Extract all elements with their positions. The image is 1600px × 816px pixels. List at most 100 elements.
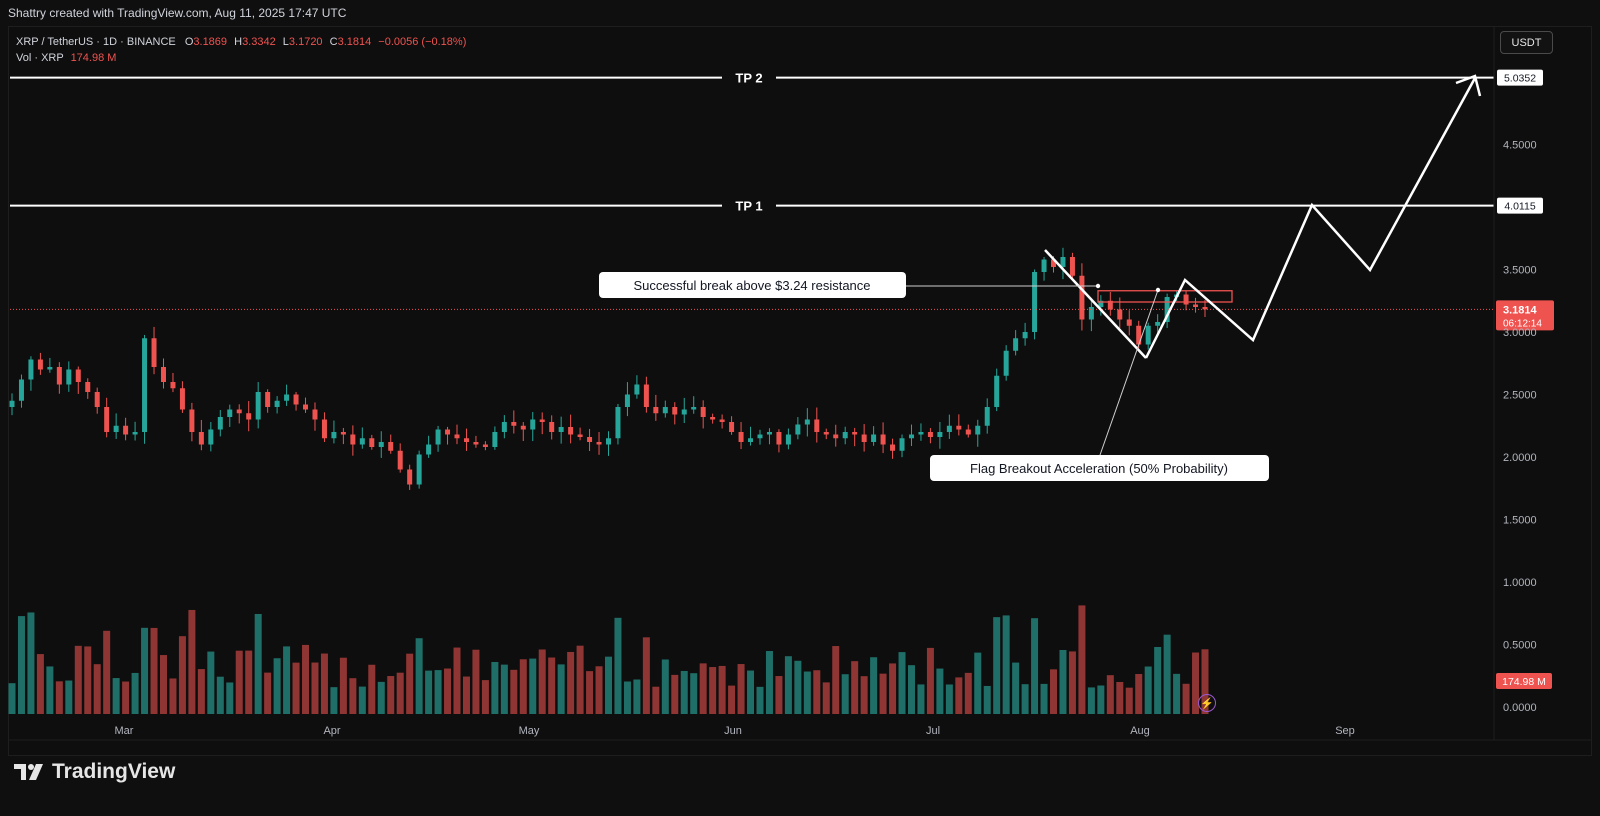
candle-body[interactable] [757, 434, 763, 439]
candle-body[interactable] [871, 434, 877, 443]
candle-body[interactable] [1032, 272, 1038, 332]
candle-body[interactable] [94, 392, 100, 407]
candle-body[interactable] [766, 432, 772, 435]
candle-body[interactable] [1088, 307, 1094, 320]
candle-body[interactable] [492, 432, 498, 447]
candle-body[interactable] [1060, 257, 1066, 267]
candle-body[interactable] [303, 404, 309, 410]
candle-body[interactable] [56, 367, 62, 385]
candle-body[interactable] [965, 429, 971, 435]
candle-body[interactable] [530, 419, 536, 430]
candle-body[interactable] [984, 407, 990, 426]
candle-body[interactable] [18, 379, 24, 401]
candle-body[interactable] [719, 419, 725, 423]
candle-body[interactable] [9, 400, 15, 407]
candle-body[interactable] [217, 417, 223, 430]
candle-body[interactable] [511, 422, 517, 426]
candle-body[interactable] [624, 394, 630, 408]
candle-body[interactable] [426, 444, 432, 455]
candle-body[interactable] [956, 425, 962, 430]
candle-body[interactable] [700, 407, 706, 417]
candle-body[interactable] [236, 409, 242, 414]
chart-frame[interactable] [8, 26, 1592, 756]
candle-body[interactable] [482, 444, 488, 448]
candle-body[interactable] [123, 425, 129, 435]
candle-body[interactable] [549, 422, 555, 432]
candle-body[interactable] [662, 407, 668, 414]
candle-body[interactable] [804, 419, 810, 425]
currency-button[interactable]: USDT [1500, 31, 1553, 54]
candle-body[interactable] [142, 338, 148, 432]
candle-body[interactable] [748, 438, 754, 442]
candle-body[interactable] [1117, 309, 1123, 320]
candle-body[interactable] [113, 425, 119, 432]
candle-body[interactable] [369, 438, 375, 447]
candle-body[interactable] [85, 382, 91, 392]
candle-body[interactable] [359, 438, 365, 445]
candle-body[interactable] [738, 432, 744, 442]
candle-body[interactable] [378, 442, 384, 447]
candle-body[interactable] [899, 438, 905, 451]
candle-body[interactable] [1051, 259, 1057, 268]
candle-body[interactable] [397, 450, 403, 470]
lightning-icon[interactable]: ⚡ [1198, 694, 1216, 712]
candle-body[interactable] [861, 434, 867, 443]
candle-body[interactable] [1145, 325, 1151, 345]
candle-body[interactable] [587, 437, 593, 442]
candle-body[interactable] [1098, 300, 1104, 307]
candle-body[interactable] [994, 375, 1000, 407]
candle-body[interactable] [842, 432, 848, 439]
candle-body[interactable] [814, 419, 820, 433]
candle-body[interactable] [47, 367, 53, 370]
legend-symbol[interactable]: XRP / TetherUS · 1D · BINANCE [16, 36, 176, 48]
candle-body[interactable] [1013, 338, 1019, 351]
candle-body[interactable] [691, 407, 697, 410]
candle-body[interactable] [927, 432, 933, 437]
candle-body[interactable] [908, 434, 914, 439]
candle-body[interactable] [132, 432, 138, 435]
candle-body[interactable] [227, 409, 233, 418]
candle-body[interactable] [1155, 322, 1161, 326]
candle-body[interactable] [643, 384, 649, 408]
candle-body[interactable] [653, 407, 659, 414]
candle-body[interactable] [539, 419, 545, 423]
candle-body[interactable] [1022, 332, 1028, 339]
candle-body[interactable] [596, 442, 602, 445]
candle-body[interactable] [37, 359, 43, 370]
candle-body[interactable] [28, 359, 34, 380]
candle-body[interactable] [833, 434, 839, 439]
candle-body[interactable] [75, 369, 81, 383]
candle-body[interactable] [918, 432, 924, 435]
candle-body[interactable] [975, 425, 981, 435]
candle-body[interactable] [880, 434, 886, 445]
candle-body[interactable] [388, 442, 394, 451]
candle-body[interactable] [198, 432, 204, 445]
candle-body[interactable] [568, 427, 574, 435]
candle-body[interactable] [179, 388, 185, 410]
candle-body[interactable] [170, 382, 176, 389]
candle-body[interactable] [606, 438, 611, 445]
candle-body[interactable] [615, 407, 621, 439]
candle-body[interactable] [416, 454, 422, 485]
candle-body[interactable] [558, 427, 564, 432]
candle-body[interactable] [1193, 304, 1199, 308]
candle-body[interactable] [946, 425, 952, 432]
candle-body[interactable] [776, 432, 782, 445]
candle-body[interactable] [937, 432, 943, 437]
candle-body[interactable] [265, 392, 271, 407]
candle-body[interactable] [331, 432, 337, 439]
candle-body[interactable] [710, 417, 716, 420]
candle-body[interactable] [463, 438, 469, 442]
candle-body[interactable] [672, 407, 678, 415]
candle-body[interactable] [473, 442, 479, 445]
candle-body[interactable] [445, 429, 451, 435]
candle-body[interactable] [246, 413, 252, 420]
candle-body[interactable] [435, 429, 441, 445]
candle-body[interactable] [350, 434, 356, 445]
candle-body[interactable] [274, 400, 280, 407]
candle-body[interactable] [1107, 300, 1113, 310]
candle-body[interactable] [681, 409, 687, 415]
candle-body[interactable] [785, 434, 791, 445]
candle-body[interactable] [890, 444, 896, 451]
